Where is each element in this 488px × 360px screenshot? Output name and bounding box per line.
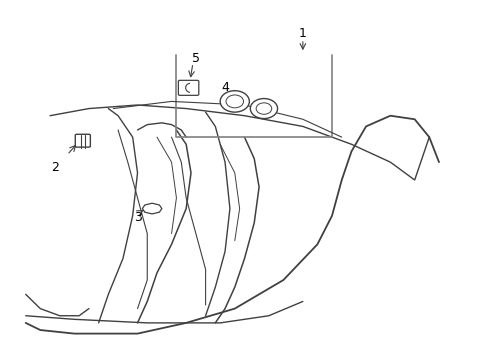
Circle shape	[225, 95, 243, 108]
Circle shape	[220, 91, 249, 112]
Text: 3: 3	[133, 211, 141, 224]
Circle shape	[250, 99, 277, 118]
FancyBboxPatch shape	[75, 134, 90, 147]
Circle shape	[256, 103, 271, 114]
Text: 1: 1	[298, 27, 306, 40]
Text: 4: 4	[221, 81, 228, 94]
Text: 2: 2	[51, 161, 59, 174]
Text: 5: 5	[191, 52, 200, 65]
FancyBboxPatch shape	[178, 80, 199, 95]
Polygon shape	[142, 203, 162, 214]
